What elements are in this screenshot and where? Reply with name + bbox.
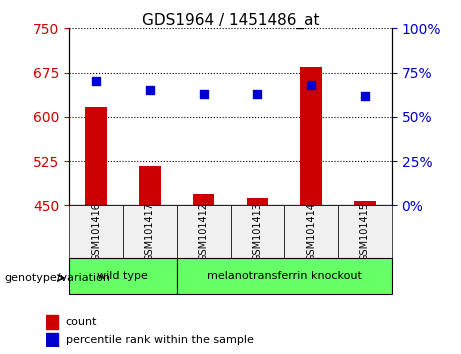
Text: GSM101413: GSM101413 bbox=[252, 202, 262, 261]
FancyBboxPatch shape bbox=[123, 205, 177, 258]
FancyBboxPatch shape bbox=[177, 205, 230, 258]
Text: genotype/variation: genotype/variation bbox=[5, 273, 111, 283]
Text: GDS1964 / 1451486_at: GDS1964 / 1451486_at bbox=[142, 12, 319, 29]
Text: melanotransferrin knockout: melanotransferrin knockout bbox=[207, 271, 362, 281]
Bar bbox=[139, 166, 160, 205]
FancyBboxPatch shape bbox=[69, 205, 123, 258]
FancyBboxPatch shape bbox=[230, 205, 284, 258]
Text: GSM101415: GSM101415 bbox=[360, 202, 370, 261]
Text: wild type: wild type bbox=[97, 271, 148, 281]
Text: GSM101417: GSM101417 bbox=[145, 202, 155, 261]
Point bbox=[361, 93, 369, 98]
Text: GSM101416: GSM101416 bbox=[91, 202, 101, 261]
Point bbox=[92, 79, 100, 84]
Bar bbox=[46, 315, 58, 329]
Bar bbox=[247, 198, 268, 205]
FancyBboxPatch shape bbox=[177, 258, 392, 294]
Point bbox=[146, 87, 154, 93]
Point bbox=[200, 91, 207, 97]
Bar bbox=[354, 201, 376, 205]
Text: GSM101414: GSM101414 bbox=[306, 202, 316, 261]
Text: count: count bbox=[65, 317, 97, 327]
Bar bbox=[301, 67, 322, 205]
Point bbox=[254, 91, 261, 97]
Text: percentile rank within the sample: percentile rank within the sample bbox=[65, 335, 254, 345]
Bar bbox=[85, 107, 107, 205]
Bar bbox=[46, 333, 58, 347]
FancyBboxPatch shape bbox=[338, 205, 392, 258]
FancyBboxPatch shape bbox=[284, 205, 338, 258]
FancyBboxPatch shape bbox=[69, 258, 177, 294]
Text: GSM101412: GSM101412 bbox=[199, 202, 209, 261]
Bar bbox=[193, 194, 214, 205]
Point bbox=[307, 82, 315, 88]
